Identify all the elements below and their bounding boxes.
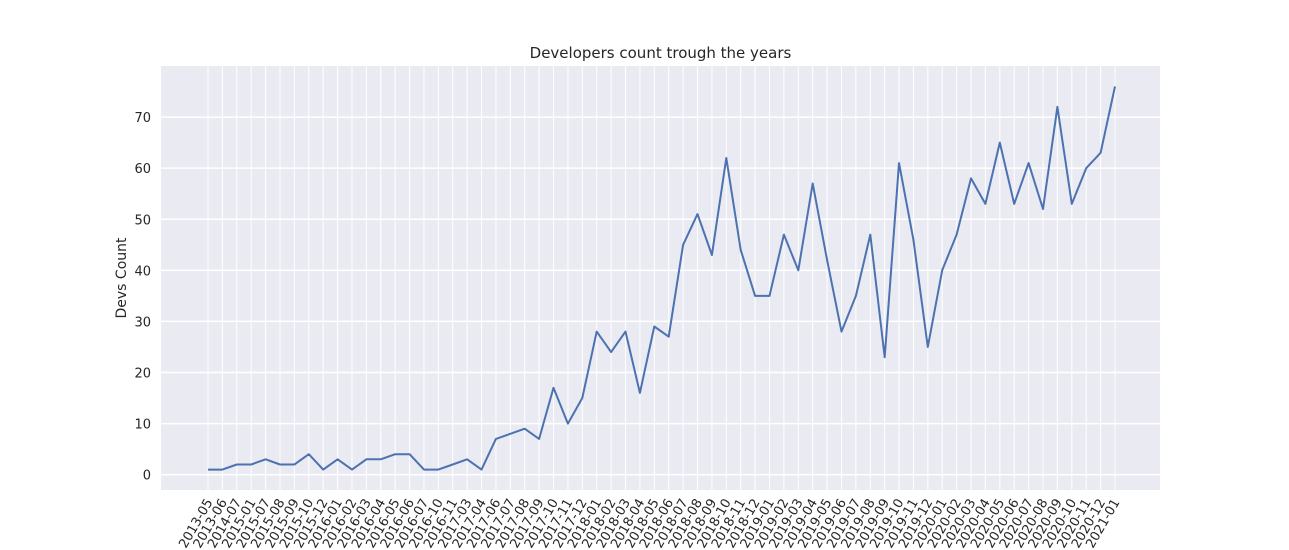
x-tick-labels: 2013-052013-062014-072015-012015-072015-… [176, 497, 1123, 550]
y-tick-label: 30 [134, 315, 151, 330]
series-line [208, 86, 1116, 471]
plot-area [161, 66, 1160, 490]
chart-title: Developers count trough the years [530, 44, 792, 62]
y-tick-label: 70 [134, 111, 151, 126]
y-tick-label: 60 [134, 162, 151, 177]
y-tick-label: 20 [134, 367, 151, 382]
y-tick-label: 50 [134, 213, 151, 228]
y-tick-label: 40 [134, 264, 151, 279]
y-tick-label: 0 [143, 469, 151, 484]
y-tick-labels: 0 10 20 30 40 50 60 70 [134, 111, 151, 484]
y-axis-label: Devs Count [114, 237, 130, 319]
y-gridlines [161, 116, 1160, 476]
y-tick-label: 10 [134, 418, 151, 433]
x-gridlines [207, 66, 1116, 490]
